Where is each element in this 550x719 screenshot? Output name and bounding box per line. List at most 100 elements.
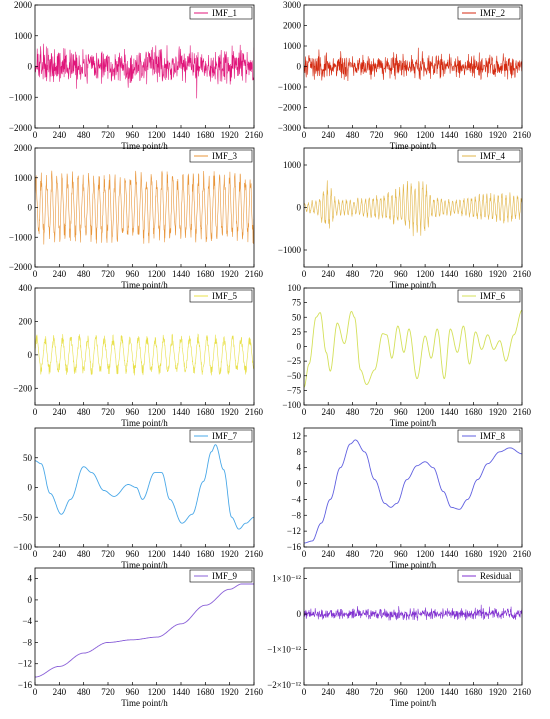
panel-imf_2: 0 240 480 720 960 1200 1440 1680 1920 2160 −3000 −2… [278,0,532,151]
x-tick-label: 1920 [221,269,240,279]
legend-label: IMF_7 [212,431,238,441]
y-tick-label: 8 [297,447,302,457]
x-tick-label: 1200 [416,687,435,697]
plot-frame [34,287,255,406]
y-tick-label: −8 [22,637,32,647]
y-tick-label: −50 [287,371,302,381]
x-axis-label: Time point/h [390,698,437,708]
x-tick-label: 720 [101,407,115,417]
y-tick-label: −12 [18,659,32,669]
x-tick-label: 1440 [172,269,191,279]
x-tick-label: 1200 [148,549,167,559]
x-tick-label: 480 [346,549,360,559]
x-tick-label: 720 [370,687,384,697]
x-axis-label: Time point/h [121,560,168,570]
series-line-residual [304,604,522,621]
x-tick-label: 480 [346,407,360,417]
x-tick-label: 960 [126,687,140,697]
legend-box [189,149,253,163]
legend-label: IMF_9 [212,571,238,581]
x-tick-label: 1200 [148,407,167,417]
legend-label: Residual [480,571,512,581]
y-tick-label: 75 [292,298,302,308]
y-tick-label: −16 [287,542,302,552]
series-line-imf_6 [304,309,522,388]
x-tick-label: 1920 [489,130,508,140]
y-tick-label: 1×10⁻¹² [272,574,301,584]
x-tick-label: 1200 [416,130,435,140]
y-tick-label: −100 [13,542,32,552]
y-tick-label: −200 [13,383,32,393]
x-tick-label: 0 [33,687,38,697]
x-tick-label: 240 [321,687,335,697]
x-tick-label: 2160 [513,549,532,559]
x-tick-label: 1200 [148,687,167,697]
y-tick-label: 2000 [14,143,33,153]
x-tick-label: 1680 [465,130,484,140]
x-axis-label: Time point/h [390,141,437,151]
x-tick-label: 1200 [416,407,435,417]
x-axis-label: Time point/h [390,280,437,290]
panel-imf_1: 0 240 480 720 960 1200 1440 1680 1920 2160 −2000 −1… [9,0,264,151]
x-axis-label: Time point/h [121,280,168,290]
series-line-imf_4 [304,180,522,237]
y-tick-label: 0 [28,62,33,72]
y-tick-label: −100 [282,400,301,410]
x-tick-label: 0 [33,549,38,559]
y-tick-label: −8 [291,510,301,520]
panel-imf_9: 0 240 480 720 960 1200 1440 1680 1920 2160 −16 −12 −… [18,567,264,708]
x-tick-label: 0 [302,130,307,140]
y-tick-label: 0 [297,203,302,213]
x-tick-label: 240 [321,549,335,559]
legend-box [189,289,253,303]
plot-frame [303,567,523,686]
y-tick-label: 0 [28,595,33,605]
y-tick-label: −16 [18,680,33,690]
x-tick-label: 1920 [221,549,240,559]
plot-frame [34,567,255,686]
x-tick-label: 1680 [465,549,484,559]
x-tick-label: 0 [33,407,38,417]
legend-box [189,429,253,443]
x-tick-label: 240 [321,130,335,140]
x-tick-label: 240 [53,407,67,417]
x-tick-label: 960 [394,269,408,279]
x-tick-label: 1680 [196,687,215,697]
x-axis-label: Time point/h [121,698,168,708]
series-line-imf_7 [35,444,254,530]
x-tick-label: 0 [302,269,307,279]
y-tick-label: −1000 [278,245,302,255]
x-axis-label: Time point/h [121,418,168,428]
legend-label: IMF_1 [212,8,237,18]
x-tick-label: 480 [346,130,360,140]
x-tick-label: 2160 [245,269,264,279]
series-line-imf_1 [35,43,254,99]
x-tick-label: 1440 [440,269,459,279]
x-tick-label: 1440 [172,407,191,417]
legend-box [189,569,253,583]
y-tick-label: 1000 [283,41,302,51]
y-tick-label: 0 [28,203,33,213]
y-tick-label: −25 [287,356,302,366]
y-tick-label: −4 [291,494,301,504]
x-tick-label: 1920 [489,687,508,697]
x-tick-label: 2160 [513,130,532,140]
y-tick-label: 1000 [283,160,302,170]
x-tick-label: 1440 [172,130,191,140]
legend-label: IMF_8 [480,431,506,441]
x-tick-label: 960 [394,130,408,140]
plot-frame [34,427,255,548]
legend-box [457,6,521,20]
x-tick-label: 720 [101,130,115,140]
y-tick-label: −2000 [9,262,33,272]
x-tick-label: 1680 [196,407,215,417]
y-tick-label: −2×10⁻¹² [267,680,301,690]
x-tick-label: 0 [33,130,38,140]
plot-frame [303,427,523,548]
x-tick-label: 1680 [465,687,484,697]
x-tick-label: 720 [370,130,384,140]
y-tick-label: 100 [288,283,302,293]
y-tick-label: 4 [28,574,33,584]
x-tick-label: 0 [302,407,307,417]
